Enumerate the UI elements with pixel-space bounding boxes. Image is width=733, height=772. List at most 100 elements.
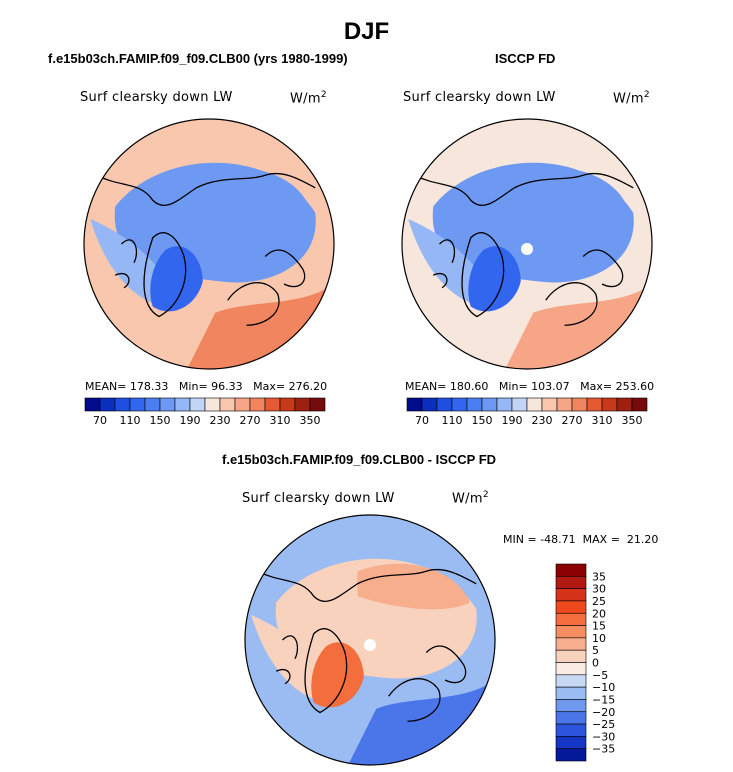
- colorbar-tick-label: 350: [622, 414, 643, 427]
- panel2-colorbar: 70 110 150 190 230 270 310 350: [406, 397, 648, 427]
- colorbar-box: [571, 397, 588, 412]
- colorbar-tick-label: 10: [592, 632, 606, 645]
- colorbar-box: [174, 397, 191, 412]
- field-greenland: [468, 246, 521, 312]
- panel1-max-label: Max=: [253, 380, 286, 393]
- colorbar-box: [601, 397, 618, 412]
- panel1-mean-value: 178.33: [129, 380, 169, 393]
- colorbar-box: [555, 674, 587, 688]
- panel3-min-value: -48.71: [540, 533, 576, 546]
- colorbar-tick-label: 5: [592, 644, 599, 657]
- panel3-max-label: MAX =: [582, 533, 620, 546]
- map-panel-3: [244, 514, 496, 766]
- panel1-max-value: 276.20: [288, 380, 328, 393]
- colorbar-box: [555, 748, 587, 762]
- colorbar-box: [249, 397, 266, 412]
- colorbar-box: [555, 612, 587, 626]
- colorbar-box: [204, 397, 221, 412]
- field-greenland: [150, 246, 203, 312]
- colorbar-box: [616, 397, 633, 412]
- colorbar-tick-label: −5: [592, 669, 608, 682]
- panel1-variable-label: Surf clearsky down LW: [80, 90, 233, 105]
- colorbar-box: [555, 723, 587, 737]
- colorbar-box: [406, 397, 423, 412]
- panel1-title: f.e15b03ch.FAMIP.f09_f09.CLB00 (yrs 1980…: [48, 51, 348, 66]
- colorbar-tick-label: 0: [592, 657, 599, 670]
- colorbar-box: [555, 625, 587, 639]
- colorbar-box: [294, 397, 311, 412]
- colorbar-box: [555, 686, 587, 700]
- colorbar-box: [541, 397, 558, 412]
- colorbar-tick-label: 25: [592, 595, 606, 608]
- panel3-variable-label: Surf clearsky down LW: [242, 491, 395, 506]
- colorbar-tick-label: 150: [150, 414, 171, 427]
- colorbar-tick-label: 110: [120, 414, 141, 427]
- colorbar-box: [309, 397, 326, 412]
- colorbar-box: [555, 600, 587, 614]
- panel1-mean-label: MEAN=: [85, 380, 127, 393]
- colorbar-box: [555, 637, 587, 651]
- missing-data-pole: [364, 639, 376, 651]
- colorbar-box: [159, 397, 176, 412]
- panel3-max-value: 21.20: [626, 533, 659, 546]
- colorbar-box: [556, 397, 573, 412]
- colorbar-box: [144, 397, 161, 412]
- colorbar-tick-label: 30: [592, 583, 606, 596]
- panel2-min-label: Min=: [498, 380, 528, 393]
- colorbar-box: [84, 397, 101, 412]
- panel3-title: f.e15b03ch.FAMIP.f09_f09.CLB00 - ISCCP F…: [222, 452, 497, 467]
- panel1-colorbar: 70 110 150 190 230 270 310 350: [84, 397, 326, 427]
- colorbar-tick-label: 350: [300, 414, 321, 427]
- colorbar-tick-label: 270: [240, 414, 261, 427]
- colorbar-tick-label: 35: [592, 570, 606, 583]
- panel1-stats: MEAN= 178.33 Min= 96.33 Max= 276.20: [85, 380, 327, 393]
- panel2-min-value: 103.07: [531, 380, 570, 393]
- colorbar-box: [555, 711, 587, 725]
- colorbar-box: [555, 699, 587, 713]
- colorbar-box: [129, 397, 146, 412]
- map-boundary: [244, 514, 496, 766]
- map-boundary: [83, 118, 335, 370]
- colorbar-box: [555, 576, 587, 589]
- field-siberia: [196, 167, 309, 214]
- coastlines: [96, 173, 316, 326]
- colorbar-tick-label: 190: [502, 414, 523, 427]
- field-greenland: [311, 642, 364, 708]
- colorbar-tick-label: 230: [532, 414, 553, 427]
- panel2-max-value: 253.60: [615, 380, 655, 393]
- colorbar-tick-label: 70: [415, 414, 429, 427]
- colorbar-box: [555, 736, 587, 749]
- colorbar-box: [189, 397, 206, 412]
- colorbar-box: [496, 397, 513, 412]
- colorbar-box: [264, 397, 281, 412]
- colorbar-tick-label: 110: [442, 414, 463, 427]
- colorbar-box: [526, 397, 543, 412]
- colorbar-tick-label: 190: [180, 414, 201, 427]
- coastlines: [414, 173, 634, 326]
- colorbar-box: [279, 397, 296, 412]
- colorbar-box: [555, 662, 587, 676]
- colorbar-box: [511, 397, 528, 412]
- colorbar-tick-label: −35: [592, 743, 615, 756]
- colorbar-tick-label: −25: [592, 718, 615, 731]
- panel2-stats: MEAN= 180.60 Min= 103.07 Max= 253.60: [405, 380, 654, 393]
- colorbar-tick-label: 310: [592, 414, 613, 427]
- colorbar-box: [436, 397, 453, 412]
- missing-data-pole: [521, 243, 533, 255]
- map-panel-2: [401, 118, 653, 370]
- colorbar-tick-label: 150: [472, 414, 493, 427]
- panel1-min-value: 96.33: [211, 380, 243, 393]
- colorbar-tick-label: 20: [592, 607, 606, 620]
- colorbar-box: [555, 588, 587, 602]
- colorbar-tick-label: −30: [592, 730, 615, 743]
- colorbar-box: [99, 397, 116, 412]
- colorbar-box: [586, 397, 603, 412]
- colorbar-box: [451, 397, 468, 412]
- colorbar-box: [555, 563, 587, 577]
- colorbar-box: [219, 397, 236, 412]
- colorbar-box: [234, 397, 251, 412]
- colorbar-tick-label: 70: [93, 414, 107, 427]
- colorbar-tick-label: −15: [592, 693, 615, 706]
- panel2-variable-label: Surf clearsky down LW: [403, 90, 556, 105]
